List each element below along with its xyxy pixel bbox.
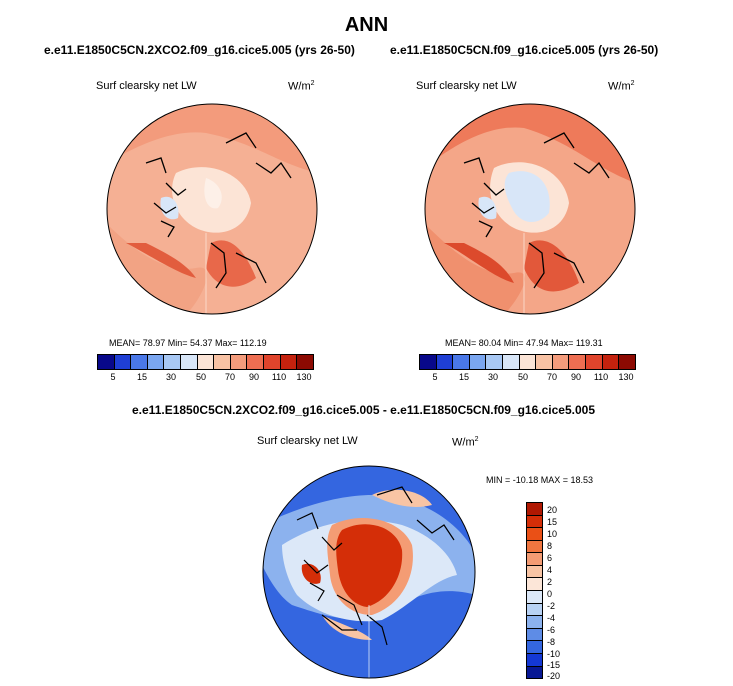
panel-1-variable-label: Surf clearsky net LW xyxy=(96,80,197,92)
diff-unit-label: W/m2 xyxy=(452,436,479,449)
cb1-swatch xyxy=(230,355,248,369)
cb3-swatch xyxy=(527,503,542,516)
cb3-swatch xyxy=(527,540,542,554)
cb1-tick: 90 xyxy=(248,372,260,382)
cb2-tick: 110 xyxy=(593,372,609,382)
cb3-swatch xyxy=(527,666,542,679)
panel-1-colorbar xyxy=(97,354,314,370)
panel-1-unit-label: W/m2 xyxy=(288,80,315,93)
cb2-swatch xyxy=(453,355,470,369)
panel-2-unit-label: W/m2 xyxy=(608,80,635,93)
cb3-swatch xyxy=(527,628,542,642)
panel-2-polar-map xyxy=(424,103,636,315)
cb3-tick: -10 xyxy=(547,649,561,659)
cb2-tick: 50 xyxy=(517,372,529,382)
cb1-swatch xyxy=(197,355,215,369)
cb3-tick: 15 xyxy=(547,517,558,527)
cb1-tick: 50 xyxy=(195,372,207,382)
cb1-swatch xyxy=(147,355,165,369)
cb2-swatch xyxy=(536,355,553,369)
panel-2-colorbar xyxy=(419,354,636,370)
panel-2-stats: MEAN= 80.04 Min= 47.94 Max= 119.31 xyxy=(445,338,603,348)
cb3-swatch xyxy=(527,578,542,592)
cb3-tick: -6 xyxy=(547,625,556,635)
panel-2-variable-label: Surf clearsky net LW xyxy=(416,80,517,92)
cb1-tick: 130 xyxy=(296,372,312,382)
cb1-swatch xyxy=(247,355,265,369)
cb3-tick: -4 xyxy=(547,613,556,623)
cb1-tick: 70 xyxy=(224,372,236,382)
cb3-tick: -15 xyxy=(547,660,561,670)
panel-2-case-title: e.e11.E1850C5CN.f09_g16.cice5.005 (yrs 2… xyxy=(390,43,659,57)
diff-variable-label: Surf clearsky net LW xyxy=(257,435,358,447)
cb3-swatch xyxy=(527,591,542,604)
cb3-tick: -20 xyxy=(547,671,561,681)
cb3-tick: -8 xyxy=(547,637,556,647)
cb3-swatch xyxy=(527,603,542,617)
cb2-swatch xyxy=(469,355,487,369)
cb1-swatch xyxy=(214,355,231,369)
cb2-tick: 70 xyxy=(546,372,558,382)
cb1-swatch xyxy=(114,355,132,369)
cb1-tick: 5 xyxy=(110,372,116,382)
cb3-tick: 2 xyxy=(547,577,553,587)
cb1-tick: 30 xyxy=(165,372,177,382)
cb2-swatch xyxy=(552,355,570,369)
cb3-tick: 4 xyxy=(547,565,553,575)
cb2-swatch xyxy=(602,355,620,369)
cb1-swatch xyxy=(131,355,148,369)
cb2-tick: 15 xyxy=(458,372,470,382)
cb1-tick: 15 xyxy=(136,372,148,382)
cb2-tick: 30 xyxy=(487,372,499,382)
diff-colorbar xyxy=(526,502,543,679)
cb3-swatch xyxy=(527,653,542,667)
cb3-swatch xyxy=(527,616,542,629)
panel-1-polar-map xyxy=(106,103,318,315)
diff-colorbar-ticks: 20 15 10 8 6 4 2 0 -2 -4 -6 -8 -10 -15 -… xyxy=(547,502,577,681)
cb2-tick: 90 xyxy=(570,372,582,382)
panel-1-case-title: e.e11.E1850C5CN.2XCO2.f09_g16.cice5.005 … xyxy=(44,43,355,57)
cb3-swatch xyxy=(527,641,542,654)
cb3-tick: 20 xyxy=(547,505,558,515)
cb1-swatch xyxy=(297,355,313,369)
diff-stats: MIN = -10.18 MAX = 18.53 xyxy=(486,475,594,485)
panel-1-colorbar-ticks: 5 15 30 50 70 90 110 130 xyxy=(97,372,312,384)
cb1-swatch xyxy=(264,355,281,369)
cb2-swatch xyxy=(569,355,587,369)
panel-2-colorbar-ticks: 5 15 30 50 70 90 110 130 xyxy=(419,372,634,384)
cb3-swatch xyxy=(527,528,542,541)
cb1-swatch xyxy=(181,355,198,369)
cb3-swatch xyxy=(527,565,542,579)
cb2-swatch xyxy=(486,355,504,369)
cb2-swatch xyxy=(519,355,537,369)
panel-1-stats: MEAN= 78.97 Min= 54.37 Max= 112.19 xyxy=(109,338,267,348)
cb3-swatch xyxy=(527,553,542,566)
diff-case-title: e.e11.E1850C5CN.2XCO2.f09_g16.cice5.005 … xyxy=(132,403,595,417)
cb2-swatch xyxy=(619,355,635,369)
diff-polar-map xyxy=(262,465,476,679)
cb2-tick: 5 xyxy=(432,372,438,382)
cb1-tick: 110 xyxy=(271,372,287,382)
figure-title: ANN xyxy=(344,14,389,36)
cb3-tick: 0 xyxy=(547,589,553,599)
cb3-swatch xyxy=(527,515,542,529)
cb1-swatch xyxy=(280,355,298,369)
cb2-swatch xyxy=(586,355,603,369)
cb2-tick: 130 xyxy=(618,372,634,382)
cb2-swatch xyxy=(503,355,520,369)
cb1-swatch xyxy=(98,355,115,369)
cb1-swatch xyxy=(164,355,182,369)
cb2-swatch xyxy=(420,355,437,369)
cb2-swatch xyxy=(436,355,454,369)
cb3-tick: -2 xyxy=(547,601,556,611)
cb3-tick: 8 xyxy=(547,541,553,551)
cb3-tick: 10 xyxy=(547,529,558,539)
cb3-tick: 6 xyxy=(547,553,553,563)
